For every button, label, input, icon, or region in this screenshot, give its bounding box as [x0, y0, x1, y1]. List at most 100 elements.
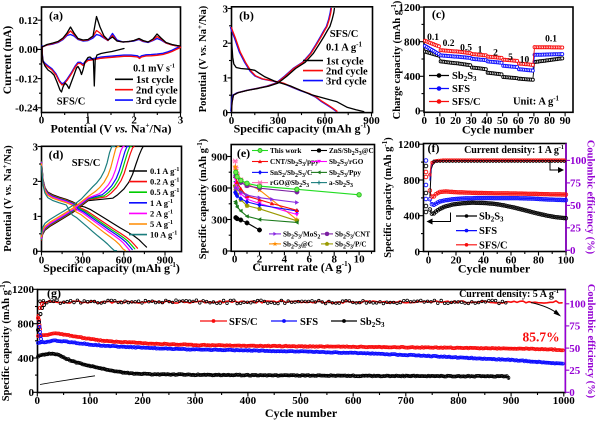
- svg-text:2nd cycle: 2nd cycle: [136, 86, 178, 97]
- svg-text:2nd cycle: 2nd cycle: [326, 66, 368, 77]
- svg-text:ZnS/Sb2​S3​@C: ZnS/Sb2​S3​@C: [329, 147, 374, 157]
- svg-text:0: 0: [229, 115, 235, 127]
- svg-text:0.1: 0.1: [545, 35, 557, 45]
- svg-text:70: 70: [528, 115, 540, 127]
- svg-text:Sb2​S3​/rGO: Sb2​S3​/rGO: [329, 158, 364, 168]
- svg-text:3: 3: [178, 115, 184, 127]
- svg-text:1 A g-1​: 1 A g-1​: [150, 198, 173, 208]
- svg-text:a-Sb2​S3​: a-Sb2​S3​: [329, 179, 353, 189]
- svg-text:0: 0: [39, 254, 45, 266]
- svg-text:900: 900: [363, 115, 380, 127]
- svg-text:0.2 A g-1​: 0.2 A g-1​: [150, 177, 179, 187]
- svg-text:25: 25: [569, 365, 581, 377]
- svg-text:800: 800: [404, 175, 421, 187]
- svg-text:2: 2: [131, 115, 137, 127]
- svg-text:Specific capacity (mAh g-1​): Specific capacity (mAh g-1​): [381, 137, 394, 258]
- svg-text:100: 100: [569, 299, 586, 311]
- svg-text:Sb2​S3​: Sb2​S3​: [452, 71, 477, 83]
- svg-text:1: 1: [33, 211, 39, 223]
- svg-text:(e): (e): [237, 146, 250, 160]
- svg-text:0: 0: [569, 387, 575, 399]
- svg-text:(g): (g): [47, 286, 61, 300]
- svg-text:SFS/C: SFS/C: [57, 97, 86, 108]
- svg-text:2: 2: [257, 254, 263, 266]
- svg-text:75: 75: [569, 321, 581, 333]
- svg-text:40: 40: [481, 115, 493, 127]
- svg-text:Current density: 5 A g-1​: Current density: 5 A g-1​: [459, 289, 559, 300]
- svg-text:600: 600: [211, 183, 228, 195]
- svg-text:SFS/C: SFS/C: [452, 97, 481, 108]
- svg-text:5 A g-1​: 5 A g-1​: [150, 219, 173, 229]
- svg-text:SFS: SFS: [479, 226, 497, 237]
- svg-text:20: 20: [451, 254, 463, 266]
- svg-text:Sb2​S3​: Sb2​S3​: [479, 212, 504, 224]
- svg-text:Current rate (A g-1​): Current rate (A g-1​): [252, 260, 351, 274]
- svg-text:50: 50: [570, 200, 582, 212]
- svg-text:1200: 1200: [399, 2, 422, 14]
- svg-text:Specific capacity (mAh g-1​): Specific capacity (mAh g-1​): [43, 261, 180, 275]
- svg-text:900: 900: [503, 395, 520, 407]
- svg-text:2: 2: [33, 176, 39, 188]
- svg-text:Sb2​S3​: Sb2​S3​: [360, 317, 385, 329]
- svg-text:90: 90: [560, 115, 572, 127]
- svg-text:0: 0: [415, 246, 421, 258]
- svg-text:30: 30: [466, 115, 478, 127]
- svg-text:2 A g-1​: 2 A g-1​: [150, 208, 173, 218]
- svg-text:20: 20: [450, 115, 462, 127]
- svg-text:0.00: 0.00: [19, 44, 39, 56]
- svg-text:(d): (d): [49, 148, 64, 162]
- svg-text:0.1 A g-1​: 0.1 A g-1​: [326, 41, 362, 54]
- svg-text:(b): (b): [239, 9, 254, 23]
- svg-text:CNT/Sb2​S3​/ppy: CNT/Sb2​S3​/ppy: [270, 158, 319, 168]
- svg-text:0.12: 0.12: [19, 15, 39, 27]
- svg-text:This work: This work: [270, 147, 301, 155]
- svg-text:Cycle number: Cycle number: [265, 406, 338, 420]
- svg-text:Sb2​S3​/Ppy: Sb2​S3​/Ppy: [329, 169, 361, 179]
- svg-text:85.7%: 85.7%: [522, 330, 559, 345]
- svg-text:rGO@Sb2​S3​: rGO@Sb2​S3​: [270, 179, 309, 189]
- svg-text:2: 2: [223, 38, 229, 50]
- svg-text:80: 80: [544, 115, 556, 127]
- svg-text:50: 50: [569, 343, 581, 355]
- svg-text:400: 400: [404, 71, 421, 83]
- svg-text:1: 1: [85, 115, 91, 127]
- svg-text:3rd cycle: 3rd cycle: [326, 76, 367, 87]
- svg-text:10: 10: [434, 115, 446, 127]
- svg-text:75: 75: [570, 178, 582, 190]
- svg-text:SFS/C: SFS/C: [72, 158, 101, 169]
- svg-text:10: 10: [354, 254, 366, 266]
- svg-text:300: 300: [187, 395, 204, 407]
- svg-text:0: 0: [232, 254, 238, 266]
- svg-text:300: 300: [211, 214, 228, 226]
- svg-text:800: 800: [404, 37, 421, 49]
- svg-text:6: 6: [307, 254, 313, 266]
- svg-text:1: 1: [223, 73, 229, 85]
- svg-text:100: 100: [82, 395, 99, 407]
- svg-text:900: 900: [211, 151, 228, 163]
- svg-text:4: 4: [282, 254, 288, 266]
- svg-text:10 A g-1​: 10 A g-1​: [150, 230, 177, 240]
- svg-text:3: 3: [33, 141, 39, 153]
- svg-text:SFS/C: SFS/C: [330, 29, 359, 40]
- svg-text:2: 2: [493, 49, 498, 59]
- svg-text:300: 300: [74, 254, 91, 266]
- svg-text:600: 600: [116, 254, 133, 266]
- svg-text:0: 0: [33, 246, 39, 258]
- svg-text:Current density: 1 A g-1​: Current density: 1 A g-1​: [464, 145, 564, 156]
- svg-text:Potential (V vs. Na+​/Na): Potential (V vs. Na+​/Na): [196, 5, 209, 112]
- svg-text:(c): (c): [432, 7, 445, 21]
- svg-text:0.5 A g-1​: 0.5 A g-1​: [150, 187, 179, 197]
- svg-text:SFS/C: SFS/C: [229, 317, 258, 328]
- svg-text:1200: 1200: [12, 284, 35, 296]
- svg-text:900: 900: [157, 254, 174, 266]
- svg-text:600: 600: [345, 395, 362, 407]
- svg-text:Sb2​S3​@C: Sb2​S3​@C: [283, 240, 313, 250]
- svg-text:-0.12: -0.12: [15, 73, 38, 85]
- svg-text:0: 0: [35, 395, 41, 407]
- svg-text:3: 3: [223, 3, 229, 15]
- svg-text:(a): (a): [49, 9, 63, 23]
- svg-text:80: 80: [533, 254, 545, 266]
- svg-text:0.1 A g-1​: 0.1 A g-1​: [150, 166, 179, 176]
- svg-text:SFS/C: SFS/C: [479, 240, 508, 251]
- svg-text:1st cycle: 1st cycle: [136, 75, 174, 86]
